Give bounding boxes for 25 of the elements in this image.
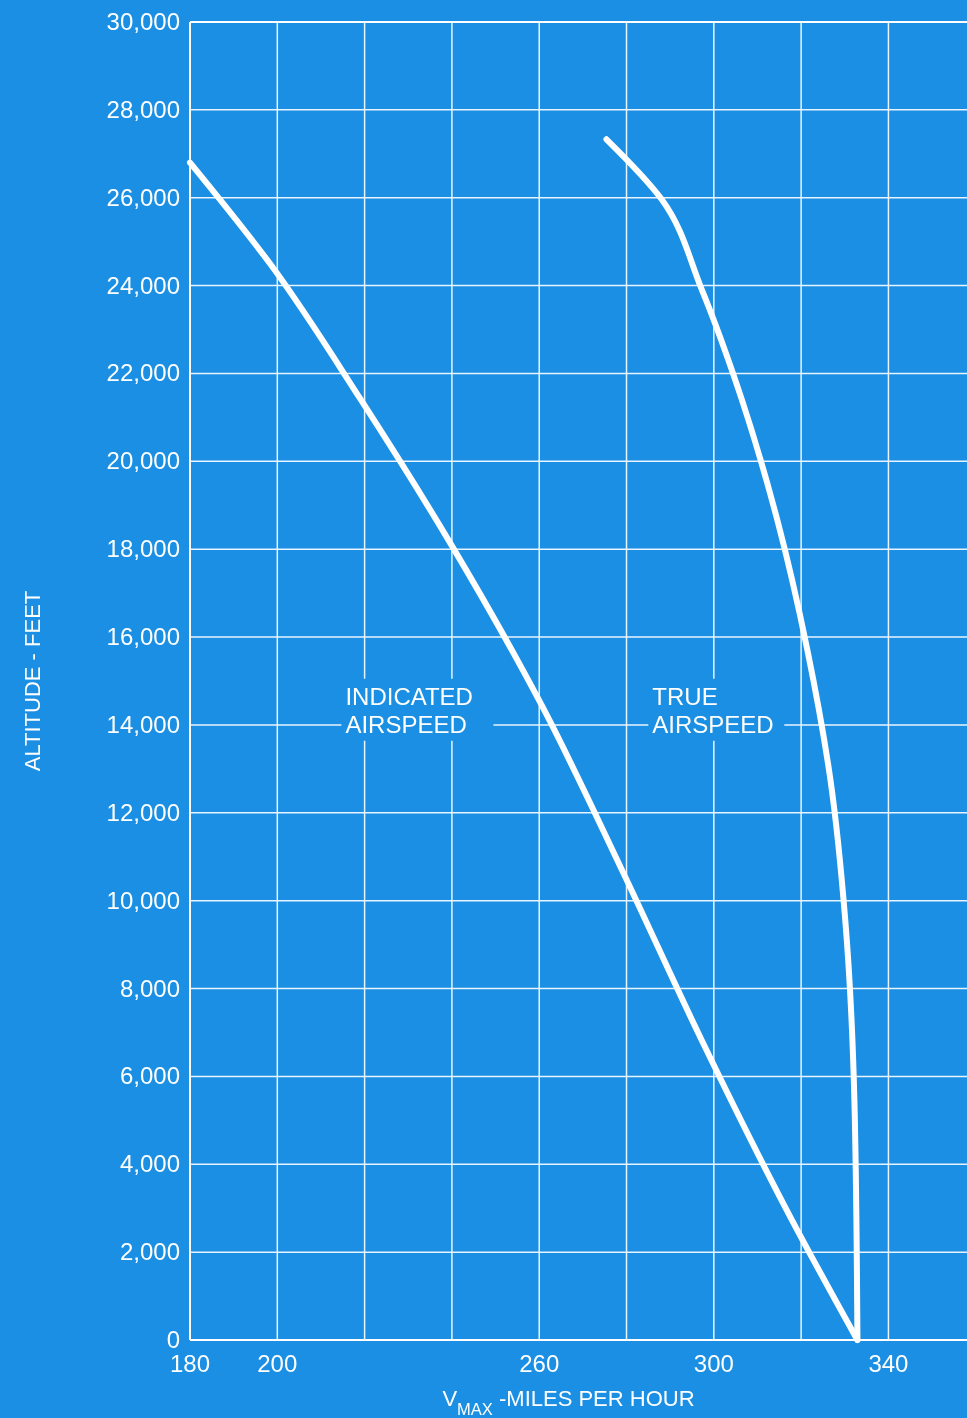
y-tick-label: 0 [166,1326,180,1353]
y-tick-label: 10,000 [106,886,180,914]
y-tick-label: 20,000 [106,447,180,475]
x-tick-label: 300 [693,1350,734,1377]
y-tick-label: 18,000 [106,535,180,563]
x-tick-label: 200 [257,1350,298,1377]
y-tick-label: 24,000 [106,271,180,299]
y-tick-label: 6,000 [119,1062,180,1090]
annotation: TRUE AIRSPEED [652,682,774,738]
y-tick-label: 16,000 [106,623,180,651]
x-tick-label: 260 [519,1350,560,1377]
y-tick-label: 8,000 [119,974,180,1002]
x-tick-label: 340 [868,1350,909,1377]
y-tick-label: 2,000 [119,1238,180,1266]
y-tick-label: 30,000 [106,8,180,35]
x-tick-label: 180 [169,1350,211,1377]
y-tick-label: 28,000 [106,95,180,123]
y-tick-label: 4,000 [119,1150,180,1178]
y-tick-label: 12,000 [106,798,180,826]
y-tick-label: 22,000 [106,359,180,387]
y-tick-label: 26,000 [106,183,180,211]
annotation: INDICATED AIRSPEED [345,682,473,738]
y-tick-label: 14,000 [106,710,180,738]
x-axis-title: V$_{MAX}$ -MILES PER HOUR [442,1386,695,1418]
y-axis-title: ALTITUDE - FEET [20,590,45,772]
